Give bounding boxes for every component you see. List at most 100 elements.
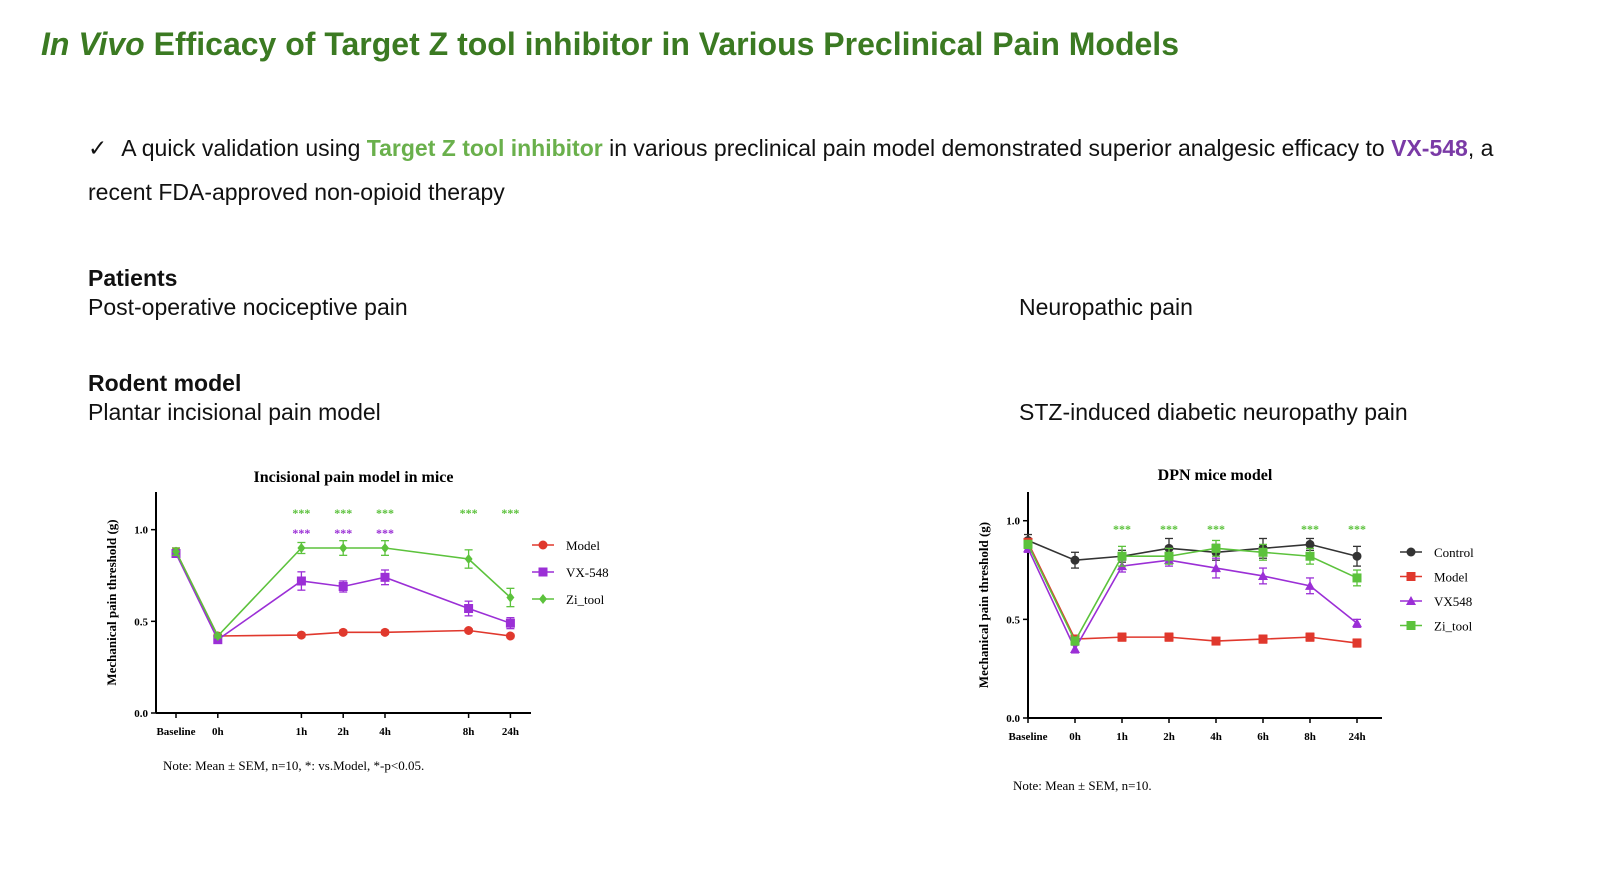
significance-marker: *** [376,506,394,520]
x-tick-label: 2h [1163,731,1175,743]
y-tick-label: 1.0 [134,525,148,537]
legend-marker [1406,596,1416,605]
significance-marker: *** [292,506,310,520]
data-point [339,543,348,553]
significance-marker: *** [1301,522,1319,536]
data-point [1352,618,1362,628]
data-point [1258,547,1268,557]
data-point [1164,551,1174,561]
x-tick-label: 8h [1304,731,1316,743]
series-model [171,547,515,641]
legend-label: Control [1434,545,1474,560]
series-line [1027,542,1358,644]
y-tick-label: 0.0 [1006,713,1020,725]
legend-marker [1406,572,1416,581]
significance-marker: *** [1113,522,1131,536]
data-point [172,546,180,557]
data-point [464,604,474,613]
data-point [1117,551,1127,561]
data-point [1305,551,1315,561]
slide-title-rest: Efficacy of Target Z tool inhibitor in V… [153,26,1179,62]
y-tick-label: 0.0 [134,708,148,720]
rodent-heading: Rodent model [88,370,242,396]
summary-bullet: ✓ A quick validation using Target Z tool … [88,126,1518,214]
data-point [338,627,348,637]
data-point [1070,636,1080,646]
slide-title: In Vivo Efficacy of Target Z tool inhibi… [41,26,1179,63]
x-tick-label: Baseline [156,726,195,738]
data-point [1258,570,1268,580]
legend-label: VX548 [1434,594,1472,609]
data-point [464,554,473,564]
slide-title-italic: In Vivo [41,26,145,62]
data-point [1305,580,1315,590]
data-point [505,631,515,641]
series-zi-tool [172,540,515,641]
data-point [505,618,515,628]
significance-marker: *** [1160,522,1178,536]
series-model [1023,537,1362,648]
legend-marker [538,567,548,577]
data-point [380,627,390,637]
x-tick-label: 1h [1116,731,1128,743]
series-control [1023,533,1362,569]
significance-marker: *** [501,506,519,520]
chart-title: Incisional pain model in mice [253,470,453,486]
bullet-text-3: , a recent FDA-approved non-opioid thera… [88,135,1494,205]
data-point [1352,551,1362,561]
data-point [1305,632,1315,642]
chart-note: Note: Mean ± SEM, n=10, *: vs.Model, *-p… [163,758,424,773]
y-tick-label: 0.5 [134,616,148,628]
legend-marker [1406,621,1416,630]
series-line [175,551,511,637]
significance-marker: *** [1348,522,1366,536]
significance-marker: *** [334,526,352,540]
data-point [1117,632,1127,642]
y-tick-label: 1.0 [1006,516,1020,528]
x-tick-label: 0h [212,726,224,738]
significance-marker: *** [1207,522,1225,536]
series-line [1027,539,1358,561]
legend-label: Zi_tool [566,592,605,607]
x-tick-label: 24h [502,726,519,738]
series-line [1027,548,1358,651]
legend-marker [1406,547,1416,557]
chart-note: Note: Mean ± SEM, n=10. [1013,778,1152,793]
bullet-highlight-vx548: VX-548 [1391,135,1468,161]
data-point [1070,643,1080,653]
patients-left-label: Post-operative nociceptive pain [88,294,408,320]
data-point [1305,539,1315,549]
data-point [297,543,306,553]
patients-right-label: Neuropathic pain [1019,294,1193,320]
x-tick-label: 6h [1257,731,1269,743]
dpn-mice-chart: DPN mice model 0.0 0.5 1.0 Mechanical pain t… [976,467,1474,793]
series-zi-tool [1023,539,1362,646]
significance-marker: *** [460,506,478,520]
data-point [1211,636,1221,646]
data-point [380,572,390,582]
x-tick-label: 8h [463,726,475,738]
legend-label: VX-548 [566,565,609,580]
x-tick-label: Baseline [1008,731,1047,743]
data-point [1352,638,1362,648]
data-point [296,630,306,640]
x-tick-label: 2h [337,726,349,738]
incisional-pain-chart: Incisional pain model in mice 0.0 0.5 1.0 Me… [104,470,609,773]
data-point [213,631,222,641]
data-point [1023,539,1033,549]
legend-label: Zi_tool [1434,619,1473,634]
legend-label: Model [1434,570,1468,585]
y-axis-label: Mechanical pain threshold (g) [104,519,119,685]
x-tick-label: 24h [1348,731,1365,743]
legend-marker [538,540,548,550]
rodent-right-label: STZ-induced diabetic neuropathy pain [1019,399,1408,425]
data-point [296,576,306,586]
data-point [1211,543,1221,553]
data-point [1258,634,1268,644]
bullet-highlight-target-z: Target Z tool inhibitor [366,135,603,161]
data-point [338,582,348,591]
data-point [1164,632,1174,642]
data-point [464,626,474,635]
legend-marker [539,594,547,604]
bullet-text-1: A quick validation using [121,135,361,161]
